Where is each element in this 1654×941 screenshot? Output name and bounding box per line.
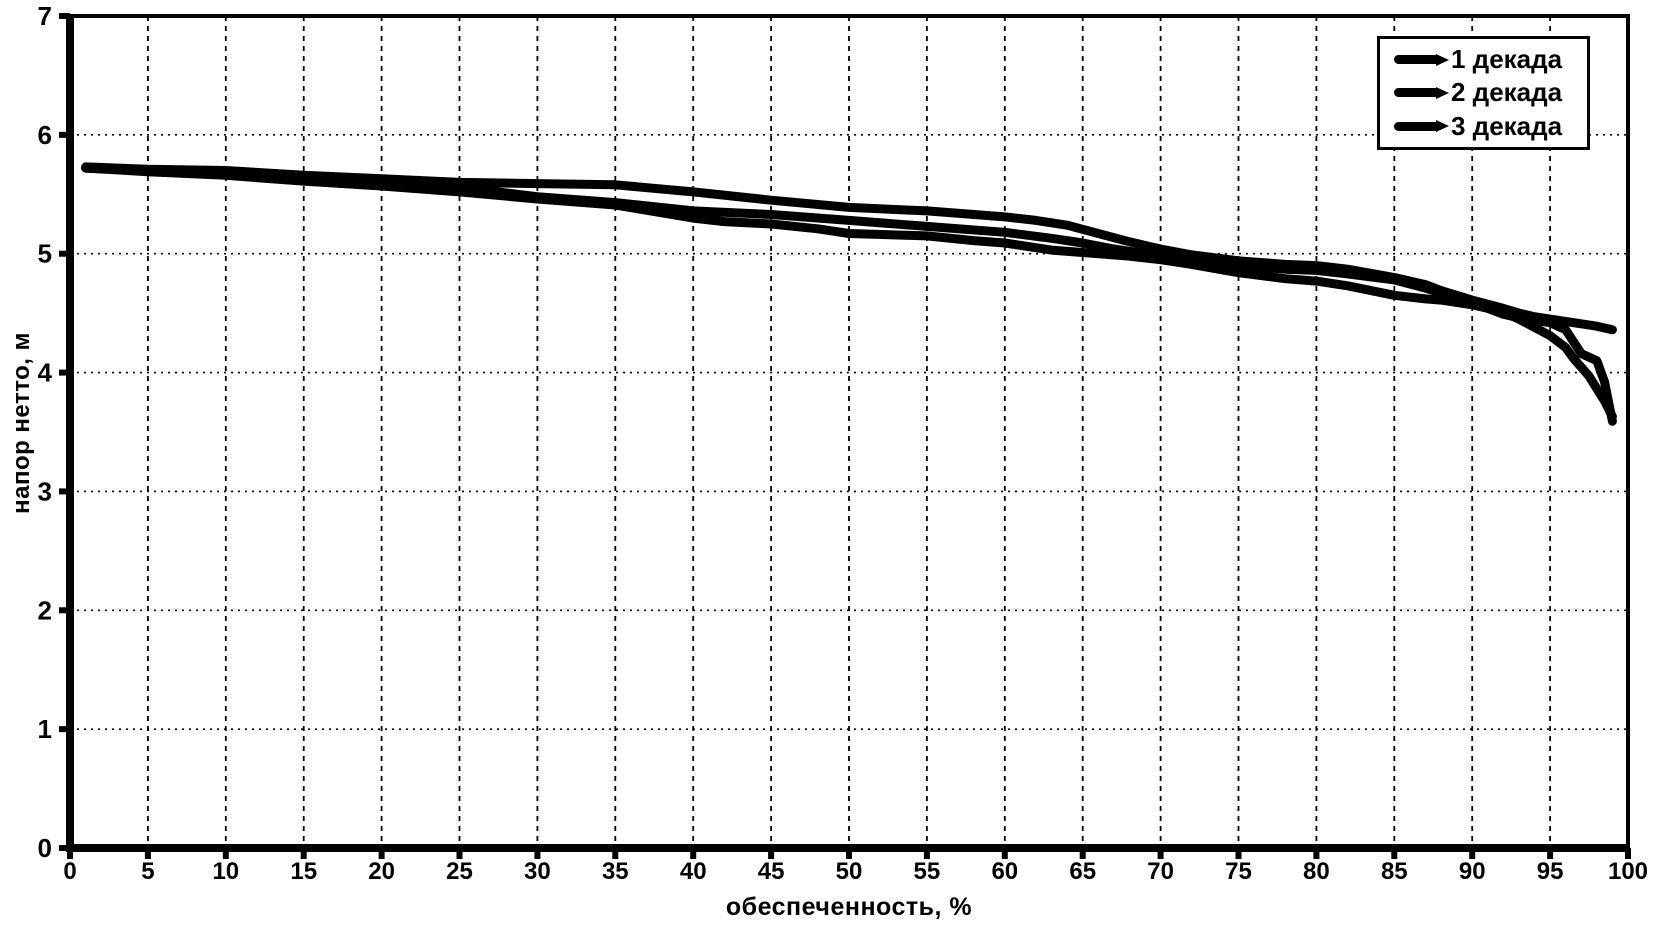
- y-tick-label: 4: [38, 358, 53, 388]
- x-tick-label: 80: [1303, 858, 1330, 885]
- y-axis-title: напор нетто, м: [8, 332, 35, 514]
- x-tick-label: 10: [212, 858, 239, 885]
- series-3-line-icon: [1394, 120, 1449, 133]
- y-tick-label: 0: [38, 833, 52, 863]
- x-tick-label: 70: [1147, 858, 1174, 885]
- x-tick-label: 25: [446, 858, 473, 885]
- y-tick-label: 2: [38, 595, 52, 625]
- x-tick-label: 65: [1069, 858, 1096, 885]
- x-tick-label: 50: [836, 858, 863, 885]
- x-tick-label: 40: [680, 858, 707, 885]
- x-tick-label: 85: [1381, 858, 1408, 885]
- legend-item-3: 3 декада: [1394, 111, 1579, 142]
- x-tick-label: 75: [1225, 858, 1252, 885]
- legend-label-3: 3 декада: [1451, 110, 1563, 141]
- legend-label-2: 2 декада: [1451, 77, 1563, 108]
- y-tick-label: 6: [38, 120, 52, 150]
- x-tick-label: 30: [524, 858, 551, 885]
- x-tick-label: 20: [368, 858, 395, 885]
- legend-item-1: 1 декада: [1394, 44, 1579, 75]
- x-tick-label: 5: [141, 858, 154, 885]
- y-tick-label: 3: [38, 476, 52, 506]
- legend-label-1: 1 декада: [1451, 44, 1563, 75]
- x-axis-title: обеспеченность, %: [725, 893, 973, 921]
- x-tick-label: 100: [1608, 858, 1648, 885]
- legend-item-2: 2 декада: [1394, 77, 1579, 108]
- x-tick-label: 45: [758, 858, 785, 885]
- x-tick-label: 60: [991, 858, 1018, 885]
- x-tick-label: 95: [1537, 858, 1564, 885]
- x-tick-label: 90: [1459, 858, 1486, 885]
- y-tick-label: 7: [38, 1, 52, 31]
- series-2-line-icon: [1394, 86, 1449, 99]
- x-tick-label: 0: [63, 858, 76, 885]
- y-tick-label: 1: [38, 714, 52, 744]
- x-tick-label: 35: [602, 858, 629, 885]
- legend: 1 декада 2 декада 3 декада: [1377, 36, 1590, 150]
- y-tick-label: 5: [38, 239, 52, 269]
- x-tick-label: 15: [290, 858, 317, 885]
- series-curve-3: [81, 163, 1617, 426]
- series-1-line-icon: [1394, 53, 1449, 66]
- x-tick-label: 55: [914, 858, 941, 885]
